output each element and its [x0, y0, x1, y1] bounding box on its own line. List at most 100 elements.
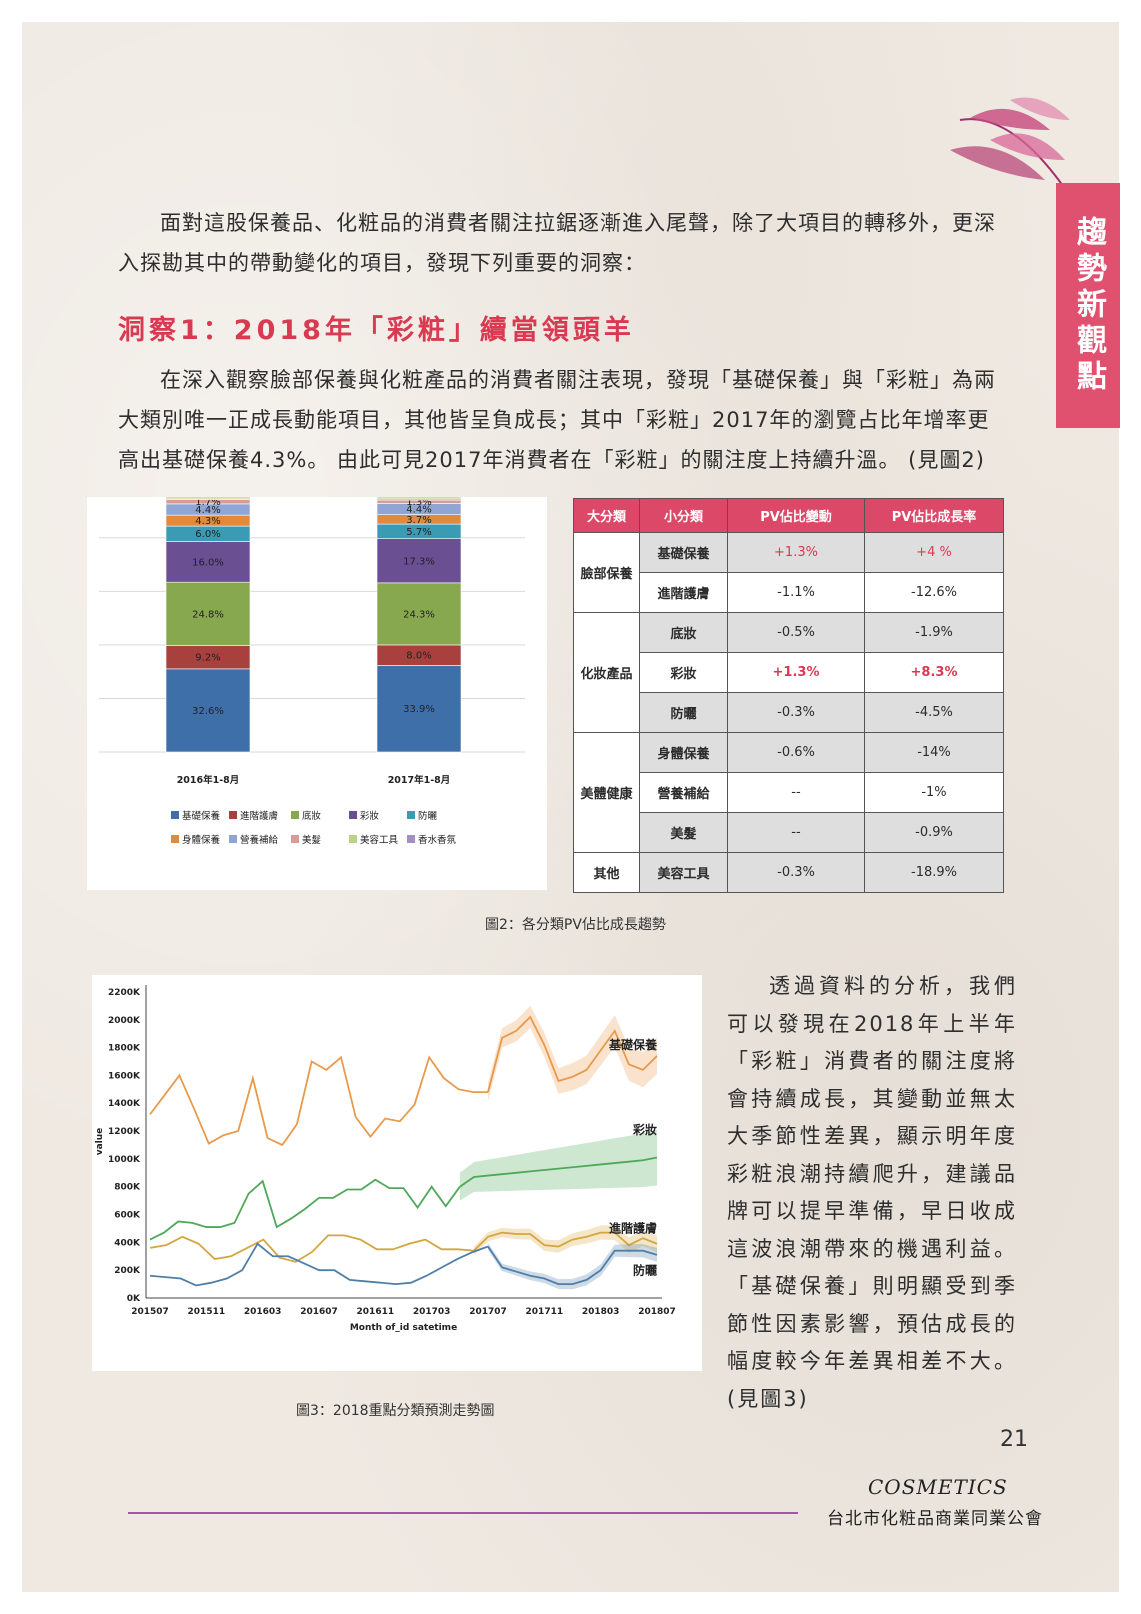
- pv-growth-cell: -4.5%: [864, 692, 1004, 733]
- pv-change-cell: --: [727, 772, 865, 813]
- legend-label: 進階護膚: [240, 810, 278, 822]
- subcategory-cell: 彩妝: [639, 652, 728, 693]
- subcategory-cell: 身體保養: [639, 732, 728, 773]
- subcategory-cell: 營養補給: [639, 772, 728, 813]
- bar-data-label: 4.4%: [406, 505, 431, 516]
- bar-segment: [165, 668, 251, 753]
- bar-data-label: 8.0%: [406, 651, 431, 662]
- legend-label: 身體保養: [182, 834, 221, 846]
- y-tick-label: 1600K: [108, 1071, 141, 1081]
- legend-label: 香水香氛: [418, 834, 457, 846]
- y-tick-label: 600K: [114, 1211, 141, 1221]
- category-cell: 臉部保養: [573, 532, 640, 613]
- y-tick-label: 400K: [114, 1238, 141, 1248]
- category-cell: 其他: [573, 852, 640, 893]
- bar-data-label: 16.0%: [192, 557, 224, 568]
- forecast-line: [487, 1015, 658, 1093]
- legend-swatch: [229, 835, 237, 843]
- legend-swatch: [229, 811, 237, 819]
- forecast-band: [488, 1243, 657, 1290]
- bar-segment: [165, 581, 251, 646]
- subcategory-cell: 美容工具: [639, 852, 728, 893]
- y-tick-label: 0K: [127, 1294, 141, 1304]
- bar-data-label: 24.8%: [192, 609, 224, 620]
- page-number: 21: [1000, 1427, 1028, 1452]
- analysis-paragraph: 透過資料的分析，我們可以發現在2018年上半年「彩粧」消費者的關注度將會持續成長…: [727, 974, 1017, 1411]
- series-label: 彩妝: [632, 1122, 657, 1137]
- bar-data-label: 6.0%: [195, 529, 220, 540]
- stacked-bar-chart-svg: 32.6%9.2%24.8%16.0%6.0%4.3%4.4%1.7%2016年…: [99, 496, 525, 846]
- forecast-line: [459, 1156, 658, 1188]
- x-tick-label: 201607: [300, 1307, 338, 1317]
- series-label: 進階護膚: [609, 1221, 657, 1236]
- y-tick-label: 1200K: [108, 1127, 141, 1137]
- bar-data-label: 9.2%: [195, 653, 220, 664]
- bar-data-label: 3.7%: [406, 515, 431, 526]
- table-row: 臉部保養 基礎保養 +1.3% +4 %: [573, 532, 1004, 613]
- subcategory-cell: 基礎保養: [639, 532, 728, 573]
- bar-data-label: 4.4%: [195, 505, 220, 516]
- subcategory-cell: 防曬: [639, 692, 728, 733]
- footer-rule: [128, 1512, 798, 1514]
- bar-data-label: 1.3%: [406, 497, 431, 508]
- bar-segment: [376, 497, 462, 501]
- x-tick-label: 201707: [469, 1307, 507, 1317]
- forecast-band: [459, 1129, 657, 1201]
- bar-data-label: 33.9%: [403, 704, 435, 715]
- pv-change-cell: -1.1%: [727, 572, 865, 613]
- x-tick-label: 201803: [582, 1307, 620, 1317]
- y-tick-label: 2200K: [108, 988, 141, 998]
- bar-data-label: 32.6%: [192, 706, 224, 717]
- legend-swatch: [291, 835, 299, 843]
- pv-change-cell: -0.5%: [727, 612, 865, 653]
- bar-segment: [376, 665, 462, 753]
- legend-label: 美容工具: [360, 834, 399, 846]
- legend-swatch: [171, 811, 179, 819]
- bar-segment: [376, 496, 462, 499]
- bar-data-label: 4.3%: [195, 516, 220, 527]
- legend-label: 營養補給: [240, 834, 279, 846]
- bar-data-label: 1.7%: [195, 497, 220, 508]
- intro-paragraph: 面對這股保養品、化粧品的消費者關注拉鋸逐漸進入尾聲，除了大項目的轉移外，更深入探…: [118, 211, 996, 275]
- bar-segment: [376, 538, 462, 584]
- table-header-cell: PV佔比變動: [727, 498, 865, 533]
- x-tick-label: 201711: [526, 1307, 564, 1317]
- section-tab: 趨勢新觀點: [1056, 183, 1120, 428]
- y-tick-label: 1000K: [108, 1155, 141, 1165]
- table-row: 化妝產品 底妝 -0.5% -1.9%: [573, 612, 1004, 733]
- pv-growth-cell: -14%: [864, 732, 1004, 773]
- x-tick-label: 201511: [188, 1307, 226, 1317]
- x-tick-label: 2016年1-8月: [177, 774, 240, 786]
- legend-swatch: [349, 811, 357, 819]
- pv-growth-cell: -1.9%: [864, 612, 1004, 653]
- legend-swatch: [291, 811, 299, 819]
- x-tick-label: 201611: [357, 1307, 395, 1317]
- legend-label: 彩妝: [360, 810, 380, 822]
- pv-change-cell: -0.3%: [727, 852, 865, 893]
- figure3-line-chart: 0K 200K 400K 600K 800K 1000K 1200K 1400K 1600K 18…: [92, 975, 702, 1371]
- table-row: 營養補給 -- -1%: [574, 772, 1004, 813]
- pv-growth-cell: -18.9%: [864, 852, 1004, 893]
- pv-change-cell: --: [727, 812, 865, 853]
- subcategory-cell: 底妝: [639, 612, 728, 653]
- y-tick-label: 200K: [114, 1266, 141, 1276]
- category-cell: 美體健康: [573, 732, 640, 853]
- subcategory-cell: 進階護膚: [639, 572, 728, 613]
- x-tick-label: 201603: [244, 1307, 282, 1317]
- forecast-line-chart-svg: 0K 200K 400K 600K 800K 1000K 1200K 1400K 1600K 18…: [95, 985, 676, 1333]
- series-line: [149, 1178, 461, 1241]
- table-row: 美髮 -- -0.9%: [574, 812, 1004, 853]
- bar-segment: [165, 496, 251, 499]
- pv-change-cell: +1.3%: [727, 652, 865, 693]
- pv-growth-cell: +8.3%: [864, 652, 1004, 693]
- legend-swatch: [349, 835, 357, 843]
- table-header-cell: 小分類: [639, 498, 728, 533]
- legend-label: 底妝: [302, 810, 322, 822]
- forecast-line: [473, 1231, 658, 1252]
- series-line: [149, 1055, 488, 1147]
- x-axis-label: Month of_id satetime: [350, 1323, 457, 1333]
- pv-change-cell: +1.3%: [727, 532, 865, 573]
- pv-growth-cell: -0.9%: [864, 812, 1004, 853]
- forecast-band: [488, 1005, 657, 1102]
- legend-swatch: [171, 835, 179, 843]
